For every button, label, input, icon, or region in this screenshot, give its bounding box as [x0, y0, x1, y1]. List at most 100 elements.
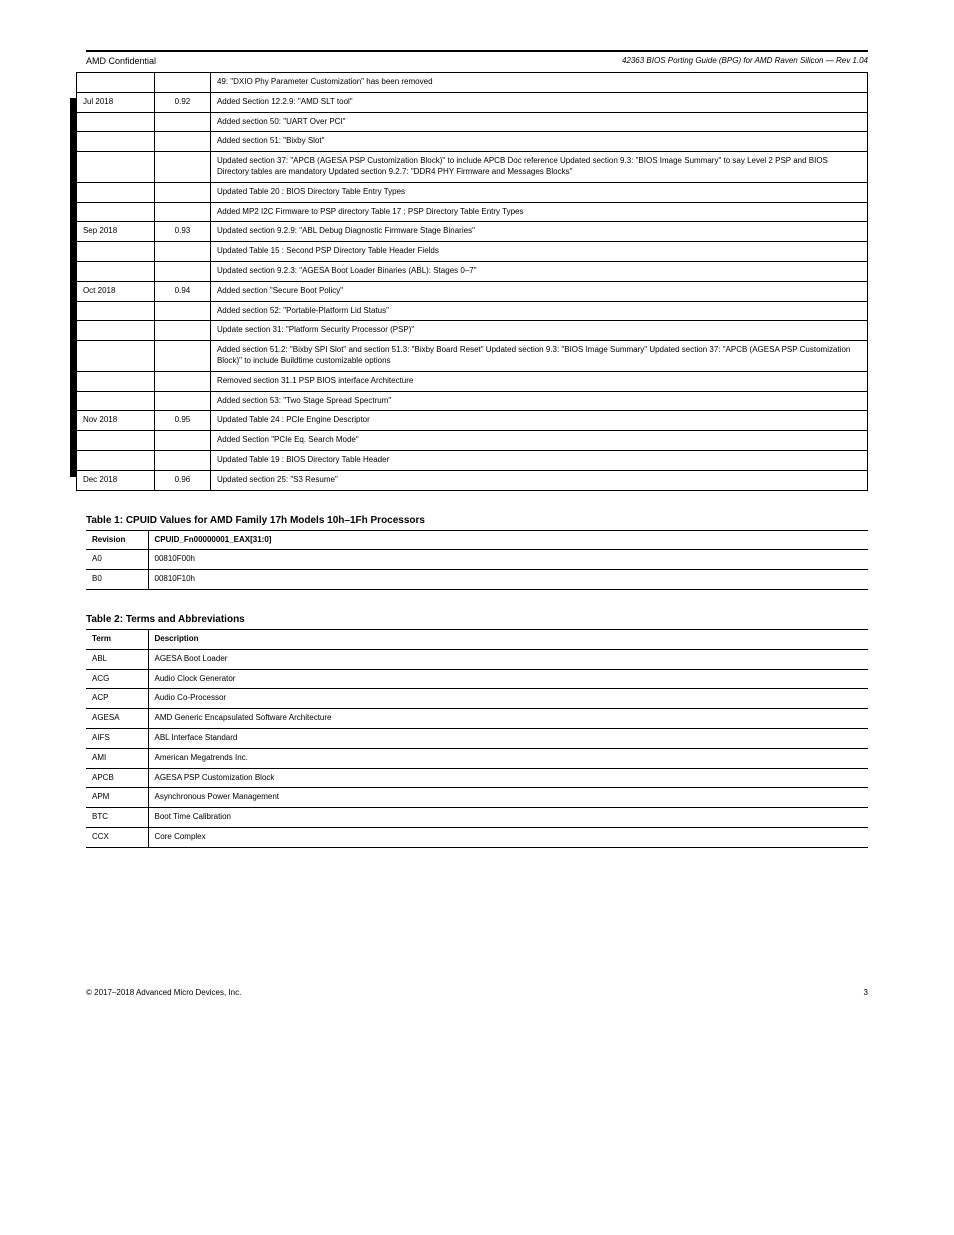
- table-cell: AGESA Boot Loader: [148, 649, 868, 669]
- table-row: Removed section 31.1 PSP BIOS interface …: [76, 371, 867, 391]
- table-cell: [76, 371, 154, 391]
- table-cell: [154, 132, 210, 152]
- table-cell: AGESA: [86, 709, 148, 729]
- table-cell: [154, 391, 210, 411]
- table-cell: [76, 132, 154, 152]
- table-cell: Sep 2018: [76, 222, 154, 242]
- table-cell: AIFS: [86, 728, 148, 748]
- table-row: A000810F00h: [86, 550, 868, 570]
- table-cell: [76, 182, 154, 202]
- table-row: ACPAudio Co-Processor: [86, 689, 868, 709]
- table-cell: AGESA PSP Customization Block: [148, 768, 868, 788]
- table-row: ACGAudio Clock Generator: [86, 669, 868, 689]
- table-row: APMAsynchronous Power Management: [86, 788, 868, 808]
- table-cell: Updated section 9.2.9: "ABL Debug Diagno…: [210, 222, 867, 242]
- table-row: B000810F10h: [86, 570, 868, 590]
- table-row: Oct 20180.94Added section "Secure Boot P…: [76, 281, 867, 301]
- table-row: Updated Table 19 : BIOS Directory Table …: [76, 450, 867, 470]
- table-cell: 0.94: [154, 281, 210, 301]
- table-header-row: RevisionCPUID_Fn00000001_EAX[31:0]: [86, 530, 868, 550]
- table-cell: 0.93: [154, 222, 210, 242]
- table-cell: 00810F00h: [148, 550, 868, 570]
- table-cell: Added section 53: "Two Stage Spread Spec…: [210, 391, 867, 411]
- table-cell: Added section 52: "Portable-Platform Lid…: [210, 301, 867, 321]
- table-row: AMIAmerican Megatrends Inc.: [86, 748, 868, 768]
- table-row: Added section 53: "Two Stage Spread Spec…: [76, 391, 867, 411]
- table-row: Added section 52: "Portable-Platform Lid…: [76, 301, 867, 321]
- table-cell: [154, 301, 210, 321]
- table-cell: Asynchronous Power Management: [148, 788, 868, 808]
- table-cell: [76, 73, 154, 93]
- table-cell: Added MP2 I2C Firmware to PSP directory …: [210, 202, 867, 222]
- table-row: Added section 51: "Bixby Slot": [76, 132, 867, 152]
- table-cell: Added Section "PCIe Eq. Search Mode": [210, 431, 867, 451]
- table-header-cell: CPUID_Fn00000001_EAX[31:0]: [148, 530, 868, 550]
- header-rev: Rev 1.04: [836, 56, 868, 65]
- table-cell: 0.95: [154, 411, 210, 431]
- table-cell: Updated Table 24 : PCIe Engine Descripto…: [210, 411, 867, 431]
- table-cell: Audio Clock Generator: [148, 669, 868, 689]
- table-cell: [76, 341, 154, 372]
- table-row: Updated section 37: "APCB (AGESA PSP Cus…: [76, 152, 867, 183]
- table-cell: BTC: [86, 808, 148, 828]
- table-row: Added Section "PCIe Eq. Search Mode": [76, 431, 867, 451]
- table-cell: Updated Table 20 : BIOS Directory Table …: [210, 182, 867, 202]
- table-cell: Updated Table 15 : Second PSP Directory …: [210, 242, 867, 262]
- header-product: 42363 BIOS Porting Guide (BPG) for AMD R…: [622, 56, 824, 65]
- table-cell: Added section 50: "UART Over PCI": [210, 112, 867, 132]
- table-cell: [154, 112, 210, 132]
- table-row: APCBAGESA PSP Customization Block: [86, 768, 868, 788]
- table-cell: [76, 431, 154, 451]
- table-cell: [76, 391, 154, 411]
- table-cell: [76, 321, 154, 341]
- table-cell: 0.96: [154, 470, 210, 490]
- table-cell: A0: [86, 550, 148, 570]
- table-cell: B0: [86, 570, 148, 590]
- table-cell: [154, 341, 210, 372]
- table-cell: Added section 51.2: "Bixby SPI Slot" and…: [210, 341, 867, 372]
- table-row: AIFSABL Interface Standard: [86, 728, 868, 748]
- cpuid-title: Table 1: CPUID Values for AMD Family 17h…: [86, 515, 868, 526]
- terms-title: Table 2: Terms and Abbreviations: [86, 614, 868, 625]
- table-cell: [154, 202, 210, 222]
- table-header-row: TermDescription: [86, 629, 868, 649]
- table-row: Update section 31: "Platform Security Pr…: [76, 321, 867, 341]
- table-cell: AMD Generic Encapsulated Software Archit…: [148, 709, 868, 729]
- table-cell: Core Complex: [148, 827, 868, 847]
- table-cell: Removed section 31.1 PSP BIOS interface …: [210, 371, 867, 391]
- table-row: Updated Table 20 : BIOS Directory Table …: [76, 182, 867, 202]
- table-cell: [76, 152, 154, 183]
- table-row: BTCBoot Time Calibration: [86, 808, 868, 828]
- table-row: Sep 20180.93Updated section 9.2.9: "ABL …: [76, 222, 867, 242]
- footer-page-number: 3: [864, 988, 868, 997]
- table-header-cell: Term: [86, 629, 148, 649]
- table-row: Jul 20180.92Added Section 12.2.9: "AMD S…: [76, 92, 867, 112]
- revision-table-wrap: 49: "DXIO Phy Parameter Customization" h…: [70, 72, 868, 491]
- table-row: Dec 20180.96Updated section 25: "S3 Resu…: [76, 470, 867, 490]
- table-cell: Added section 51: "Bixby Slot": [210, 132, 867, 152]
- table-row: ABLAGESA Boot Loader: [86, 649, 868, 669]
- table-cell: American Megatrends Inc.: [148, 748, 868, 768]
- table-cell: [154, 321, 210, 341]
- table-cell: Updated section 25: "S3 Resume": [210, 470, 867, 490]
- table-cell: [154, 431, 210, 451]
- table-cell: Update section 31: "Platform Security Pr…: [210, 321, 867, 341]
- table-cell: [76, 242, 154, 262]
- table-cell: APM: [86, 788, 148, 808]
- table-cell: [76, 301, 154, 321]
- table-cell: [154, 152, 210, 183]
- table-cell: [154, 450, 210, 470]
- table-cell: Boot Time Calibration: [148, 808, 868, 828]
- table-row: CCXCore Complex: [86, 827, 868, 847]
- table-cell: APCB: [86, 768, 148, 788]
- table-row: Added section 51.2: "Bixby SPI Slot" and…: [76, 341, 867, 372]
- table-cell: Updated Table 19 : BIOS Directory Table …: [210, 450, 867, 470]
- table-cell: Dec 2018: [76, 470, 154, 490]
- page-header: AMD Confidential 42363 BIOS Porting Guid…: [86, 50, 868, 72]
- table-cell: [154, 371, 210, 391]
- table-cell: Jul 2018: [76, 92, 154, 112]
- table-cell: [154, 242, 210, 262]
- table-cell: Updated section 9.2.3: "AGESA Boot Loade…: [210, 261, 867, 281]
- table-cell: Audio Co-Processor: [148, 689, 868, 709]
- table-cell: AMI: [86, 748, 148, 768]
